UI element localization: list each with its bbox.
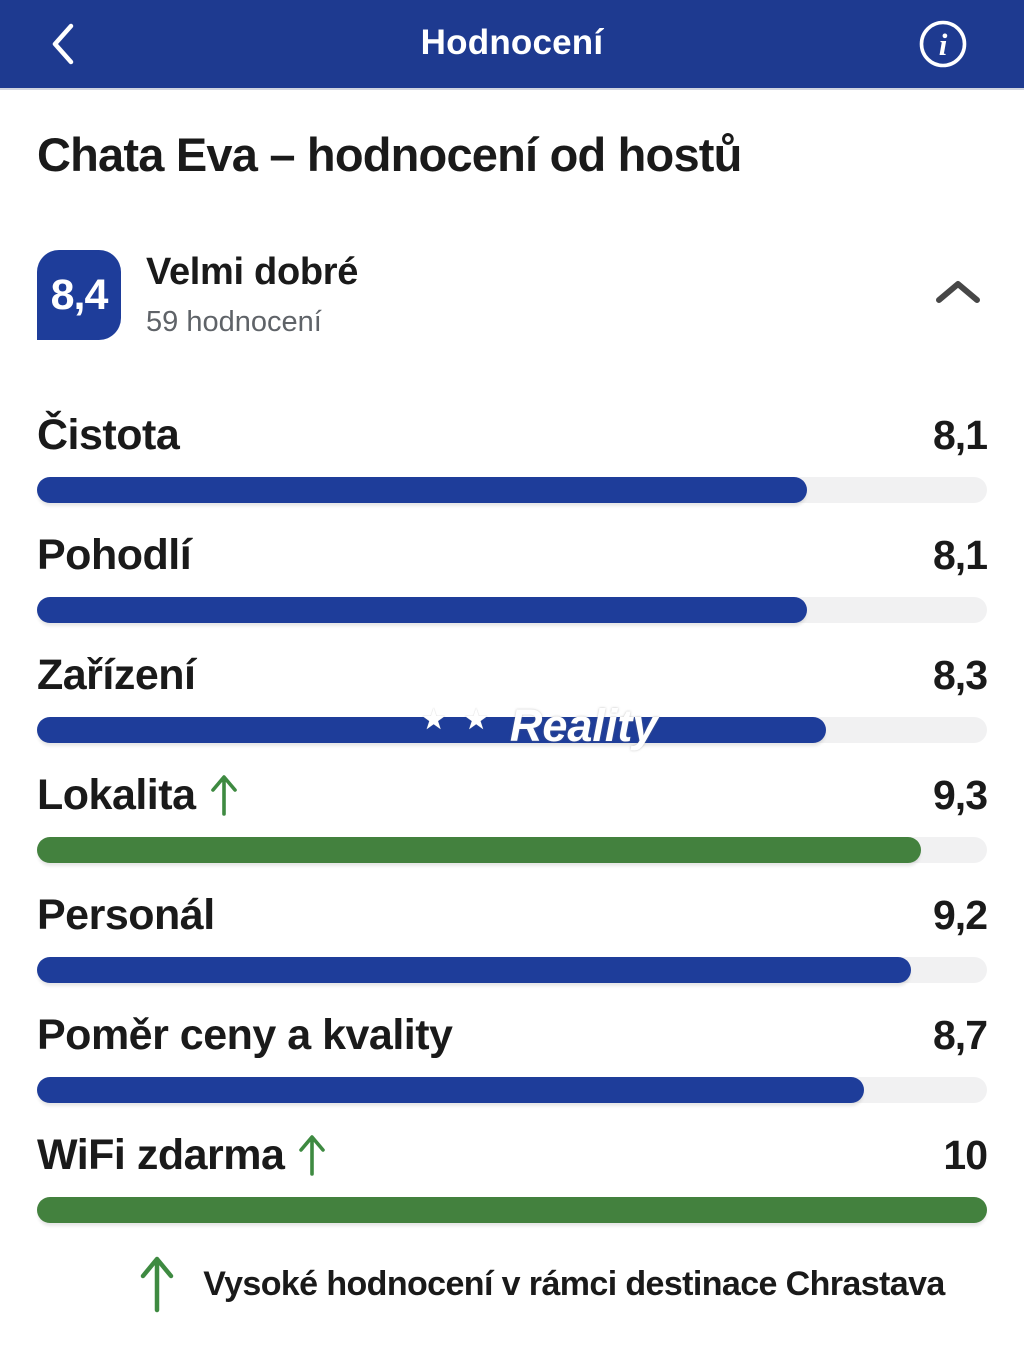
score-badge: 8,4 bbox=[37, 250, 121, 341]
ratings-page: Chata Eva – hodnocení od hostů 8,4 Velmi… bbox=[0, 128, 1024, 1313]
score-summary: 8,4 Velmi dobré 59 hodnocení bbox=[37, 250, 987, 341]
rating-head: Lokalita 9,3 bbox=[37, 770, 988, 820]
rating-bar-track bbox=[37, 837, 987, 864]
reviews-count: 59 hodnocení bbox=[146, 306, 322, 339]
collapse-button[interactable] bbox=[935, 279, 981, 305]
rating-bar-track bbox=[37, 477, 987, 504]
rating-value: 8,1 bbox=[933, 531, 988, 578]
rating-label-text: Personál bbox=[37, 890, 215, 939]
arrow-up-icon bbox=[139, 1255, 175, 1313]
rating-head: Zařízení 8,3 bbox=[37, 650, 988, 700]
rating-value: 9,2 bbox=[933, 891, 988, 938]
rating-head: WiFi zdarma 10 bbox=[37, 1130, 988, 1180]
arrow-up-icon bbox=[298, 1134, 326, 1176]
footnote-text: Vysoké hodnocení v rámci destinace Chras… bbox=[203, 1264, 945, 1303]
rating-bar-fill bbox=[37, 1197, 987, 1224]
rating-head: Poměr ceny a kvality 8,7 bbox=[37, 1010, 988, 1060]
rating-bar-track bbox=[37, 1077, 987, 1104]
rating-bar-fill bbox=[37, 837, 921, 864]
chevron-left-icon bbox=[50, 21, 76, 67]
page-title: Chata Eva – hodnocení od hostů bbox=[37, 128, 742, 181]
rating-label: Čistota bbox=[37, 410, 180, 460]
rating-bar-track bbox=[37, 597, 987, 624]
rating-row: Zařízení 8,3 ★ ★ Reality bbox=[37, 650, 988, 751]
rating-row: Čistota 8,1 bbox=[37, 410, 988, 504]
score-summary-text: Velmi dobré 59 hodnocení bbox=[146, 250, 358, 339]
back-button[interactable] bbox=[50, 21, 76, 67]
rating-label: Lokalita bbox=[37, 771, 238, 820]
rating-bar-track: ★ ★ Reality bbox=[37, 700, 987, 751]
ratings-list: Čistota 8,1 Pohodlí bbox=[37, 410, 988, 1224]
rating-head: Čistota 8,1 bbox=[37, 410, 988, 460]
rating-row: Personál 9,2 bbox=[37, 890, 988, 984]
rating-head: Personál 9,2 bbox=[37, 890, 988, 940]
rating-value: 8,3 bbox=[933, 651, 988, 698]
rating-label: WiFi zdarma bbox=[37, 1131, 326, 1180]
rating-bar-fill bbox=[37, 717, 826, 744]
rating-label: Pohodlí bbox=[37, 530, 192, 580]
chevron-up-icon bbox=[935, 279, 981, 305]
header-bar: Hodnocení i bbox=[0, 0, 1024, 88]
page-header-title: Hodnocení bbox=[420, 23, 604, 63]
rating-row: Pohodlí 8,1 bbox=[37, 530, 988, 624]
rating-value: 8,7 bbox=[933, 1011, 988, 1058]
footnote: Vysoké hodnocení v rámci destinace Chras… bbox=[37, 1255, 987, 1313]
rating-bar-fill bbox=[37, 957, 911, 984]
rating-bar-fill bbox=[37, 477, 807, 504]
arrow-up-icon bbox=[210, 774, 238, 816]
rating-row: Poměr ceny a kvality 8,7 bbox=[37, 1010, 988, 1104]
rating-value: 9,3 bbox=[933, 771, 988, 818]
rating-bar-fill bbox=[37, 597, 807, 624]
rating-label: Personál bbox=[37, 891, 215, 940]
rating-bar-track bbox=[37, 957, 987, 984]
rating-label-text: Poměr ceny a kvality bbox=[37, 1010, 453, 1059]
info-icon: i bbox=[917, 18, 969, 70]
rating-head: Pohodlí 8,1 bbox=[37, 530, 988, 580]
rating-label-text: Čistota bbox=[37, 410, 180, 459]
rating-label: Zařízení bbox=[37, 651, 196, 700]
rating-label: Poměr ceny a kvality bbox=[37, 1010, 453, 1060]
score-label: Velmi dobré bbox=[146, 251, 359, 294]
rating-value: 10 bbox=[943, 1131, 988, 1178]
rating-label-text: Lokalita bbox=[37, 770, 196, 819]
info-button[interactable]: i bbox=[917, 18, 969, 70]
rating-label-text: Zařízení bbox=[37, 650, 196, 699]
rating-label-text: WiFi zdarma bbox=[37, 1130, 285, 1179]
rating-bar-fill bbox=[37, 1077, 864, 1104]
svg-text:i: i bbox=[939, 27, 948, 62]
rating-value: 8,1 bbox=[933, 411, 988, 458]
rating-row: Lokalita 9,3 bbox=[37, 770, 988, 864]
rating-row: WiFi zdarma 10 bbox=[37, 1130, 988, 1224]
rating-label-text: Pohodlí bbox=[37, 530, 192, 579]
rating-bar-track bbox=[37, 1197, 987, 1224]
